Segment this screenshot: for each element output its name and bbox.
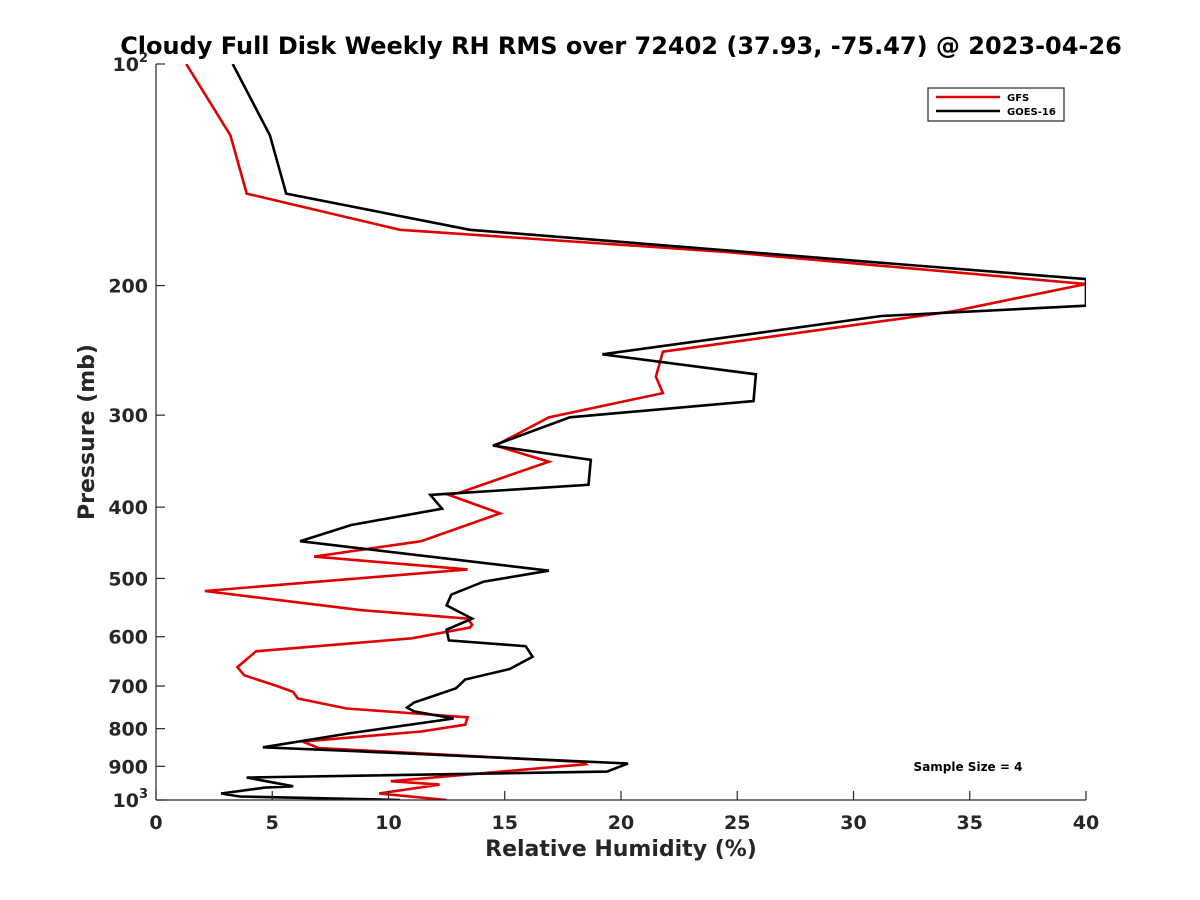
y-tick-label-900: 900 <box>108 756 148 778</box>
x-tick-label-15: 15 <box>492 812 518 834</box>
x-tick-label-25: 25 <box>724 812 750 834</box>
y-tick-label-700: 700 <box>108 676 148 698</box>
sample-size-annotation: Sample Size = 4 <box>914 760 1023 774</box>
y-tick-label-300: 300 <box>108 405 148 427</box>
y-tick-label-400: 400 <box>108 497 148 519</box>
y-ticks: 102 200 300 400 500 600 700 800 900 103 <box>108 51 165 812</box>
x-tick-label-5: 5 <box>266 812 279 834</box>
legend: GFS GOES-16 <box>927 87 1065 122</box>
x-tick-label-20: 20 <box>608 812 634 834</box>
x-tick-label-30: 30 <box>840 812 866 834</box>
y-tick-label-100: 102 <box>113 51 149 76</box>
x-tick-label-35: 35 <box>957 812 983 834</box>
series-line-gfs <box>185 64 1086 800</box>
plot-area <box>156 64 1086 800</box>
legend-label-goes-16: GOES-16 <box>1007 107 1056 118</box>
y-tick-label-600: 600 <box>108 627 148 649</box>
y-tick-label-800: 800 <box>108 719 148 741</box>
x-tick-label-0: 0 <box>149 812 162 834</box>
y-tick-label-200: 200 <box>108 276 148 298</box>
y-axis-label: Pressure (mb) <box>75 344 100 520</box>
x-axis-label: Relative Humidity (%) <box>485 837 757 862</box>
legend-label-gfs: GFS <box>1007 93 1029 104</box>
y-tick-label-500: 500 <box>108 568 148 590</box>
legend-box <box>927 87 1065 122</box>
x-tick-label-40: 40 <box>1073 812 1099 834</box>
chart-title: Cloudy Full Disk Weekly RH RMS over 7240… <box>120 32 1122 60</box>
series-layer <box>185 64 1086 800</box>
x-ticks: 0 5 10 15 20 25 30 35 40 <box>149 791 1099 834</box>
series-line-goes-16 <box>220 64 1086 800</box>
y-tick-label-1000: 103 <box>113 787 149 812</box>
x-tick-label-10: 10 <box>375 812 401 834</box>
